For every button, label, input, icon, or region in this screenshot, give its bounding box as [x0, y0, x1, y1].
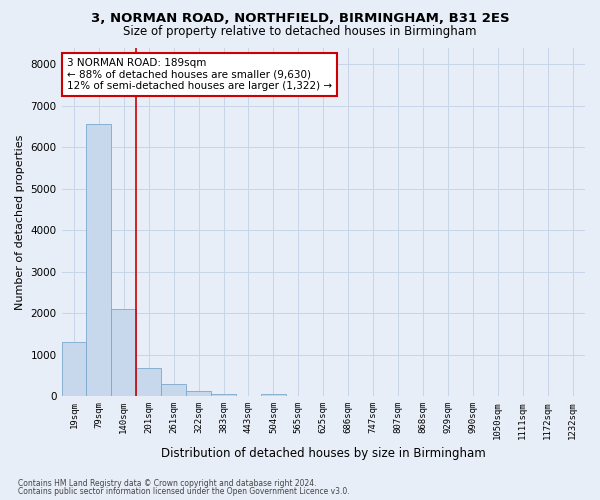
Bar: [186, 391, 211, 396]
Bar: [86, 124, 112, 396]
Bar: [161, 384, 186, 396]
Y-axis label: Number of detached properties: Number of detached properties: [15, 134, 25, 310]
Bar: [211, 394, 236, 396]
Bar: [62, 342, 86, 396]
Text: Contains public sector information licensed under the Open Government Licence v3: Contains public sector information licen…: [18, 487, 350, 496]
Text: 3 NORMAN ROAD: 189sqm
← 88% of detached houses are smaller (9,630)
12% of semi-d: 3 NORMAN ROAD: 189sqm ← 88% of detached …: [67, 58, 332, 91]
Bar: [136, 368, 161, 396]
Text: 3, NORMAN ROAD, NORTHFIELD, BIRMINGHAM, B31 2ES: 3, NORMAN ROAD, NORTHFIELD, BIRMINGHAM, …: [91, 12, 509, 26]
Bar: [261, 394, 286, 396]
Text: Contains HM Land Registry data © Crown copyright and database right 2024.: Contains HM Land Registry data © Crown c…: [18, 478, 317, 488]
Bar: [112, 309, 136, 396]
Text: Size of property relative to detached houses in Birmingham: Size of property relative to detached ho…: [123, 25, 477, 38]
X-axis label: Distribution of detached houses by size in Birmingham: Distribution of detached houses by size …: [161, 447, 485, 460]
